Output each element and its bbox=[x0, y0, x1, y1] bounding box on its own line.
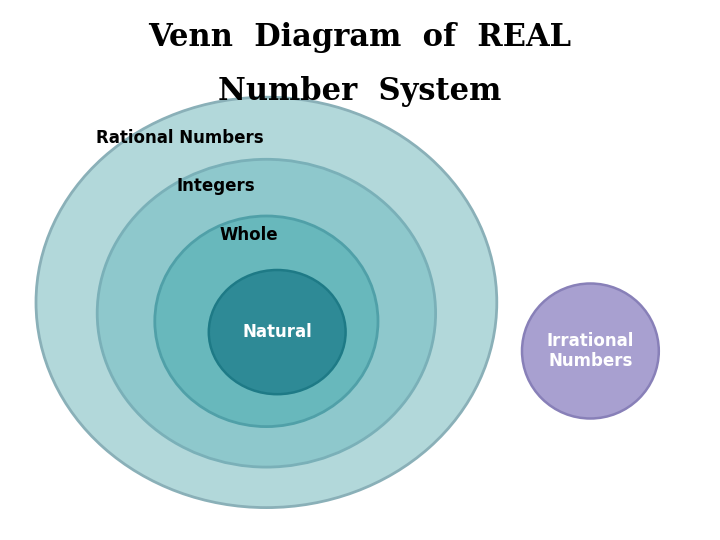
Text: Irrational
Numbers: Irrational Numbers bbox=[546, 332, 634, 370]
Ellipse shape bbox=[155, 216, 378, 427]
Text: Venn  Diagram  of  REAL: Venn Diagram of REAL bbox=[148, 22, 572, 52]
Ellipse shape bbox=[522, 284, 659, 418]
Text: Number  System: Number System bbox=[218, 76, 502, 106]
Text: Natural: Natural bbox=[243, 323, 312, 341]
Ellipse shape bbox=[36, 97, 497, 508]
Text: Integers: Integers bbox=[176, 177, 256, 195]
Text: Rational Numbers: Rational Numbers bbox=[96, 129, 264, 147]
Ellipse shape bbox=[97, 159, 436, 467]
Text: Whole: Whole bbox=[219, 226, 278, 244]
Ellipse shape bbox=[209, 270, 346, 394]
